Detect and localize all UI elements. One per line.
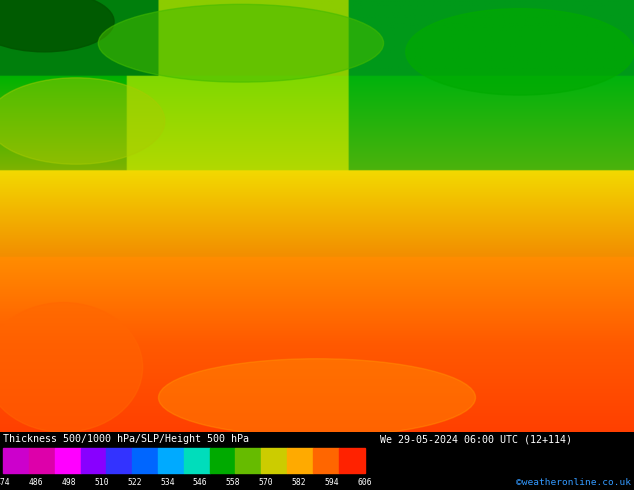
Text: ©weatheronline.co.uk: ©weatheronline.co.uk — [516, 478, 631, 487]
Bar — [261, 448, 287, 473]
Text: 534: 534 — [160, 478, 175, 487]
Ellipse shape — [406, 9, 634, 95]
Ellipse shape — [0, 302, 143, 432]
Bar — [133, 448, 158, 473]
Bar — [235, 448, 261, 473]
Bar — [184, 448, 210, 473]
Text: 522: 522 — [127, 478, 142, 487]
Bar — [210, 448, 235, 473]
Bar — [29, 448, 55, 473]
Bar — [158, 448, 184, 473]
Text: 594: 594 — [325, 478, 339, 487]
Text: 582: 582 — [292, 478, 306, 487]
Text: 498: 498 — [61, 478, 76, 487]
Ellipse shape — [0, 0, 114, 52]
Bar — [287, 448, 313, 473]
Bar — [3, 448, 29, 473]
Bar — [81, 448, 107, 473]
Text: 486: 486 — [29, 478, 43, 487]
Bar — [313, 448, 339, 473]
Bar — [55, 448, 81, 473]
Text: 510: 510 — [94, 478, 109, 487]
Text: 558: 558 — [226, 478, 240, 487]
Text: 474: 474 — [0, 478, 11, 487]
Text: Thickness 500/1000 hPa/SLP/Height 500 hPa: Thickness 500/1000 hPa/SLP/Height 500 hP… — [3, 435, 249, 444]
Ellipse shape — [0, 78, 165, 164]
Ellipse shape — [158, 359, 476, 437]
Text: 546: 546 — [193, 478, 207, 487]
Text: 570: 570 — [259, 478, 273, 487]
Bar — [107, 448, 133, 473]
Text: We 29-05-2024 06:00 UTC (12+114): We 29-05-2024 06:00 UTC (12+114) — [380, 435, 573, 444]
Bar — [339, 448, 365, 473]
Ellipse shape — [98, 4, 384, 82]
Text: 606: 606 — [357, 478, 372, 487]
